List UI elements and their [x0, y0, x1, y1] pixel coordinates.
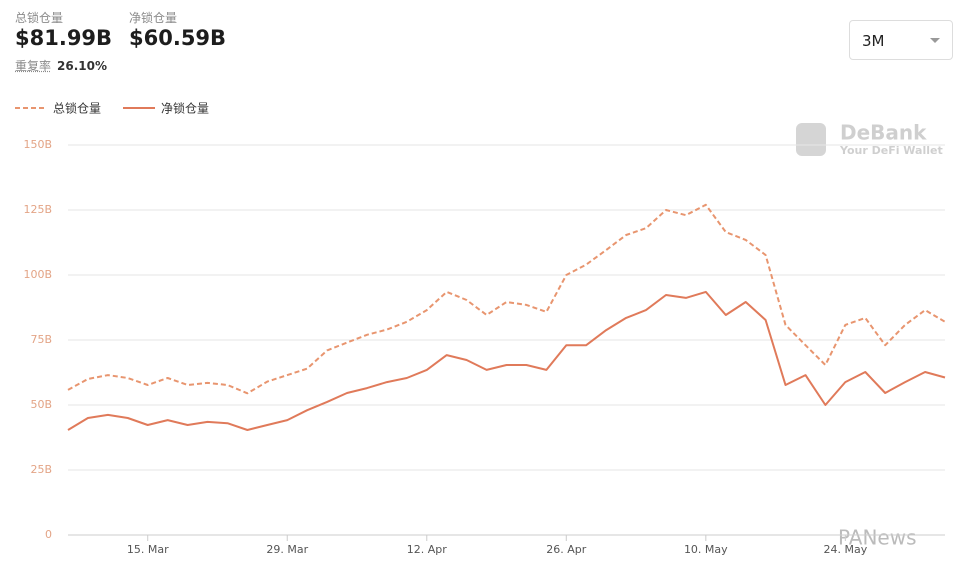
y-tick-label: 100B	[23, 268, 52, 281]
x-tick-label: 24. May	[823, 543, 867, 556]
legend-label: 净锁仓量	[161, 101, 209, 116]
x-tick-label: 26. Apr	[546, 543, 586, 556]
x-tick-label: 12. Apr	[407, 543, 447, 556]
logo-icon	[796, 123, 826, 156]
x-tick-label: 29. Mar	[266, 543, 308, 556]
net-label: 净锁仓量	[129, 11, 178, 25]
debank-logo: DeBank Your DeFi Wallet	[796, 121, 943, 157]
range-value[interactable]: 3M	[862, 32, 885, 50]
tagline: Your DeFi Wallet	[839, 144, 943, 157]
y-tick-label: 125B	[23, 203, 52, 216]
total-label: 总锁仓量	[15, 11, 64, 25]
series-line	[67, 203, 946, 395]
brand: DeBank	[840, 121, 927, 145]
dup-value: 26.10%	[57, 59, 107, 73]
legend-label: 总锁仓量	[53, 101, 101, 116]
dropdown-arrow	[930, 38, 940, 48]
y-tick-label: 0	[45, 528, 52, 541]
x-tick-label: 10. May	[684, 543, 728, 556]
source-watermark: PANews	[838, 526, 917, 550]
y-tick-label: 25B	[30, 463, 52, 476]
series-line	[67, 290, 946, 431]
range-select[interactable]: 3M	[849, 20, 953, 60]
total-value: $81.99B	[15, 26, 113, 50]
x-tick-label: 15. Mar	[127, 543, 169, 556]
dup-label: 重复率	[15, 59, 52, 73]
y-tick-label: 75B	[30, 333, 52, 346]
net-value: $60.59B	[129, 26, 227, 50]
dup-rate: 重复率 26.10%	[15, 57, 107, 74]
y-tick-label: 150B	[23, 138, 52, 151]
y-tick-label: 50B	[30, 398, 52, 411]
